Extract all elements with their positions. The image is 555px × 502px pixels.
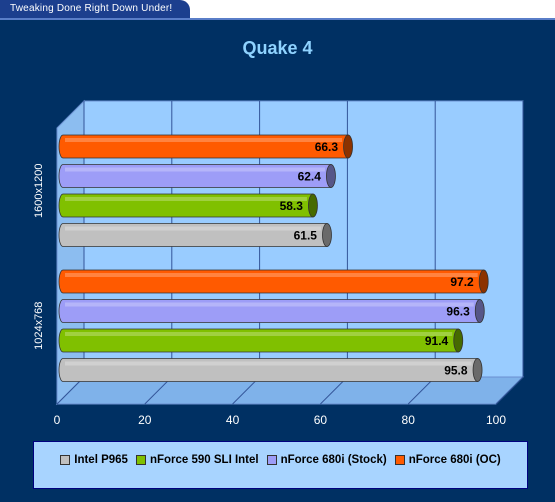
- bar-cap: [343, 134, 353, 159]
- category-labels: 1024x768 1600x1200: [33, 164, 45, 350]
- legend-label: Intel P965: [74, 454, 128, 466]
- legend-item: nForce 680i (Stock): [266, 454, 387, 466]
- gridline-floor: [495, 376, 524, 405]
- x-tick-label: 40: [226, 413, 240, 427]
- legend-item: nForce 680i (OC): [394, 454, 501, 466]
- banner-tab: Tweaking Done Right Down Under!: [0, 0, 190, 18]
- legend-label: nForce 680i (OC): [408, 454, 501, 466]
- legend-swatch: [394, 455, 405, 465]
- bar-value-label: 95.8: [444, 364, 468, 378]
- bar-value-label: 61.5: [294, 229, 318, 243]
- legend-swatch: [135, 455, 146, 465]
- legend: Intel P965 nForce 590 SLI Intel nForce 680…: [33, 441, 528, 489]
- bar-highlight: [65, 197, 307, 201]
- x-tick-label: 80: [402, 413, 416, 427]
- bar-highlight: [65, 273, 478, 277]
- bar-cap: [472, 358, 483, 382]
- chart-title: Quake 4: [242, 38, 313, 58]
- x-tick-label: 0: [54, 413, 61, 427]
- x-tick-label: 100: [486, 413, 506, 427]
- legend-label: nForce 680i (Stock): [280, 454, 387, 466]
- bar-value-label: 91.4: [425, 334, 449, 348]
- bar-cap: [478, 269, 489, 294]
- bar-cap: [308, 193, 318, 218]
- category-label: 1600x1200: [33, 164, 45, 218]
- legend-item: nForce 590 SLI Intel: [135, 454, 259, 466]
- bar-highlight: [65, 138, 343, 142]
- bar-highlight: [65, 226, 321, 231]
- bar-cap: [322, 223, 332, 247]
- legend-label: nForce 590 SLI Intel: [149, 454, 259, 466]
- bar-value-label: 62.4: [298, 170, 322, 184]
- bar-highlight: [65, 361, 472, 366]
- bar-cap: [474, 299, 485, 323]
- bar-cap: [453, 328, 464, 353]
- legend-swatch: [60, 455, 71, 465]
- category-label: 1024x768: [33, 302, 45, 350]
- x-tick-label: 20: [138, 413, 152, 427]
- bar-highlight: [65, 302, 474, 307]
- legend-row: Intel P965 nForce 590 SLI Intel nForce 680…: [34, 454, 527, 466]
- banner-text: Tweaking Done Right Down Under!: [10, 3, 173, 14]
- x-tick-labels: 0 20 40 60 80 100: [54, 413, 507, 427]
- bar-highlight: [65, 332, 453, 336]
- chart-plot: 97.2 96.3 91.4 95.8 66.3 62.4 58.3 61.5 0 20 40 60…: [33, 99, 525, 427]
- legend-item: Intel P965: [60, 454, 128, 466]
- bar-highlight: [65, 167, 325, 172]
- bar-value-label: 58.3: [280, 199, 304, 213]
- bar-value-label: 97.2: [450, 275, 474, 289]
- bar-value-label: 66.3: [315, 140, 339, 154]
- x-tick-label: 60: [314, 413, 328, 427]
- bar-value-label: 96.3: [446, 305, 470, 319]
- legend-swatch: [266, 455, 277, 465]
- bar-cap: [326, 164, 336, 188]
- bars: 97.2 96.3 91.4 95.8 66.3 62.4 58.3 61.5: [58, 134, 489, 382]
